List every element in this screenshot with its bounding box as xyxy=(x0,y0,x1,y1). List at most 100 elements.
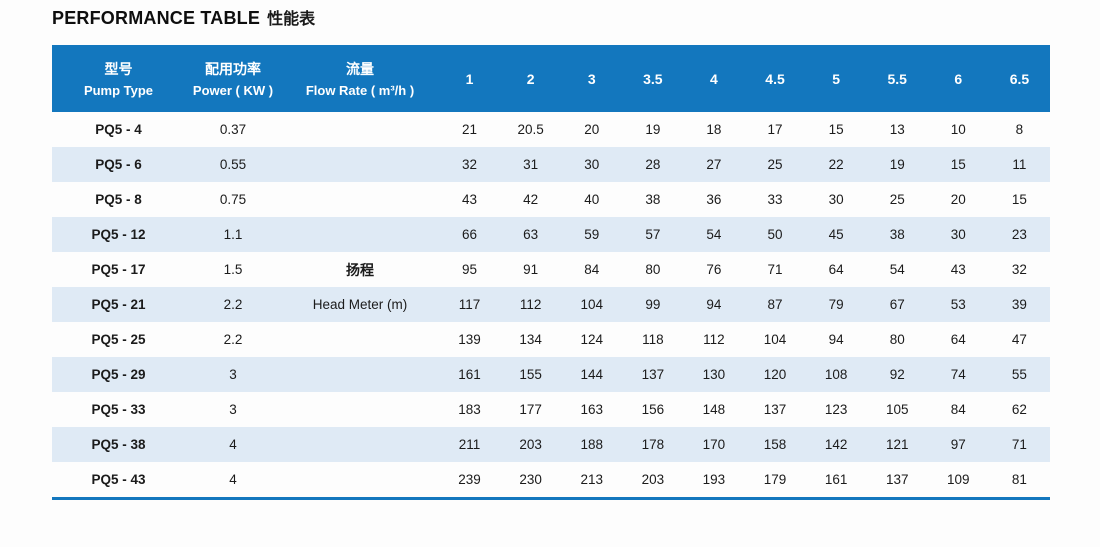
head-value-cell: 130 xyxy=(702,367,726,382)
head-value-cell: 137 xyxy=(641,367,665,382)
head-value-cell: 84 xyxy=(950,402,966,417)
header-pump-type: 型号 Pump Type xyxy=(52,45,185,112)
head-value-cell: 30 xyxy=(828,192,844,207)
head-value-cell: 105 xyxy=(885,402,909,417)
head-value-cell: 137 xyxy=(885,472,909,487)
page-title-en: PERFORMANCE TABLE xyxy=(52,8,261,28)
header-flow-value: 3 xyxy=(561,45,623,112)
head-value-cell: 118 xyxy=(642,332,664,347)
head-value-cell: 120 xyxy=(763,367,787,382)
head-value-cell: 54 xyxy=(889,262,905,277)
head-value-cell: 71 xyxy=(767,262,783,277)
head-value-cell: 33 xyxy=(767,192,783,207)
head-value-cell: 8 xyxy=(1015,122,1024,137)
head-value-cell: 15 xyxy=(950,157,966,172)
head-value-cell: 57 xyxy=(645,227,661,242)
head-value-cell: 148 xyxy=(702,402,726,417)
head-value-cell: 31 xyxy=(523,157,539,172)
head-value-cell: 27 xyxy=(706,157,722,172)
power-cell: 0.55 xyxy=(219,157,247,172)
head-value-cell: 38 xyxy=(645,192,661,207)
table-row: PQ5 - 21 2.2 Head Meter (m) 117 112 104 99 94 87… xyxy=(52,287,1050,322)
header-power-en: Power ( KW ) xyxy=(192,83,274,98)
head-value-cell: 62 xyxy=(1011,402,1027,417)
head-value-cell: 43 xyxy=(462,192,478,207)
head-value-cell: 81 xyxy=(1011,472,1027,487)
head-value-cell: 18 xyxy=(706,122,722,137)
head-value-cell: 50 xyxy=(767,227,783,242)
head-value-cell: 79 xyxy=(828,297,844,312)
head-value-cell: 71 xyxy=(1011,437,1027,452)
pump-type-cell: PQ5 - 43 xyxy=(91,472,146,487)
table-row: PQ5 - 29 3 161 155 144 137 130 120 108 92 74 55 xyxy=(52,357,1050,392)
header-power: 配用功率 Power ( KW ) xyxy=(185,45,281,112)
head-value-cell: 21 xyxy=(462,122,478,137)
header-flow-rate-en: Flow Rate ( m³/h ) xyxy=(305,83,415,98)
head-value-cell: 203 xyxy=(519,437,542,452)
head-value-cell: 170 xyxy=(702,437,726,452)
head-value-cell: 13 xyxy=(889,122,905,137)
power-cell: 1.5 xyxy=(223,262,243,277)
flow-label-cell xyxy=(281,357,439,392)
head-value-cell: 25 xyxy=(767,157,783,172)
flow-label-cell xyxy=(281,392,439,427)
head-value-cell: 84 xyxy=(584,262,600,277)
head-value-cell: 42 xyxy=(523,192,539,207)
head-value-cell: 123 xyxy=(824,402,848,417)
head-value-cell: 43 xyxy=(950,262,966,277)
head-value-cell: 124 xyxy=(580,332,603,347)
head-value-cell: 137 xyxy=(763,402,787,417)
header-flow-value: 2 xyxy=(500,45,562,112)
head-value-cell: 32 xyxy=(462,157,478,172)
head-value-cell: 67 xyxy=(889,297,905,312)
header-flow-value: 3.5 xyxy=(622,45,684,112)
head-value-cell: 64 xyxy=(828,262,844,277)
head-value-cell: 177 xyxy=(519,402,542,417)
pump-type-cell: PQ5 - 25 xyxy=(91,332,146,347)
power-cell: 2.2 xyxy=(223,297,243,312)
flow-label-cell xyxy=(281,112,439,147)
head-value-cell: 30 xyxy=(950,227,966,242)
head-value-cell: 76 xyxy=(706,262,722,277)
head-value-cell: 139 xyxy=(458,332,481,347)
head-value-cell: 10 xyxy=(950,122,966,137)
header-power-zh: 配用功率 xyxy=(205,61,261,77)
head-value-cell: 53 xyxy=(950,297,966,312)
head-value-cell: 15 xyxy=(1011,192,1027,207)
head-value-cell: 94 xyxy=(706,297,722,312)
head-value-cell: 109 xyxy=(947,472,970,487)
head-value-cell: 63 xyxy=(523,227,539,242)
head-value-cell: 121 xyxy=(885,437,909,452)
header-flow-rate: 流量 Flow Rate ( m³/h ) xyxy=(281,45,439,112)
power-cell: 0.75 xyxy=(219,192,247,207)
power-cell: 4 xyxy=(229,437,237,452)
head-value-cell: 163 xyxy=(580,402,603,417)
head-value-cell: 193 xyxy=(702,472,726,487)
table-row: PQ5 - 25 2.2 139 134 124 118 112 104 94 80 64 47 xyxy=(52,322,1050,357)
head-value-cell: 92 xyxy=(889,367,905,382)
head-value-cell: 94 xyxy=(828,332,844,347)
head-value-cell: 20 xyxy=(584,122,600,137)
head-value-cell: 230 xyxy=(519,472,542,487)
head-value-cell: 142 xyxy=(824,437,848,452)
pump-type-cell: PQ5 - 6 xyxy=(95,157,142,172)
head-value-cell: 54 xyxy=(706,227,722,242)
head-value-cell: 15 xyxy=(828,122,844,137)
head-value-cell: 203 xyxy=(641,472,665,487)
pump-type-cell: PQ5 - 33 xyxy=(91,402,146,417)
power-cell: 0.37 xyxy=(219,122,247,137)
head-value-cell: 239 xyxy=(458,472,481,487)
head-value-cell: 99 xyxy=(645,297,661,312)
head-value-cell: 23 xyxy=(1011,227,1027,242)
head-value-cell: 117 xyxy=(458,297,481,312)
table-row: PQ5 - 6 0.55 32 31 30 28 27 25 22 19 15 11 xyxy=(52,147,1050,182)
header-flow-rate-zh: 流量 xyxy=(346,61,374,77)
head-value-cell: 20.5 xyxy=(517,122,544,137)
head-value-cell: 156 xyxy=(641,402,665,417)
flow-label-cell xyxy=(281,217,439,252)
header-pump-type-zh: 型号 xyxy=(104,61,133,77)
table-row: PQ5 - 43 4 239 230 213 203 193 179 161 137 109 81 xyxy=(52,462,1050,499)
header-flow-value: 5 xyxy=(805,45,867,112)
flow-label-cell: 扬程 xyxy=(346,261,374,278)
